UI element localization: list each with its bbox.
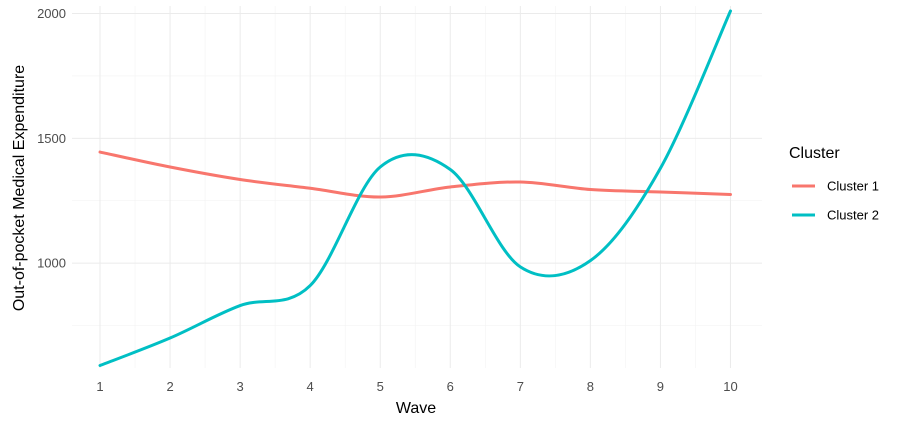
series-line-cluster-2 bbox=[98, 9, 732, 367]
x-axis-ticks: 1 2 3 4 5 6 7 8 9 10 bbox=[96, 379, 737, 394]
x-tick-label: 10 bbox=[723, 379, 737, 394]
x-tick-label: 9 bbox=[657, 379, 664, 394]
x-tick-label: 4 bbox=[307, 379, 314, 394]
y-tick-label: 2000 bbox=[37, 6, 66, 21]
x-axis-title: Wave bbox=[396, 400, 436, 417]
x-tick-label: 7 bbox=[517, 379, 524, 394]
y-tick-label: 1000 bbox=[37, 256, 66, 271]
x-tick-label: 3 bbox=[237, 379, 244, 394]
x-tick-label: 6 bbox=[447, 379, 454, 394]
grid-lines bbox=[72, 6, 762, 368]
y-tick-label: 1500 bbox=[37, 131, 66, 146]
x-tick-label: 1 bbox=[96, 379, 103, 394]
x-tick-label: 5 bbox=[377, 379, 384, 394]
series-layer bbox=[98, 9, 732, 367]
legend-title: Cluster bbox=[789, 145, 840, 162]
y-axis-title: Out-of-pocket Medical Expenditure bbox=[11, 65, 28, 311]
y-axis-ticks: 1000 1500 2000 bbox=[37, 6, 66, 271]
x-tick-label: 8 bbox=[587, 379, 594, 394]
x-tick-label: 2 bbox=[166, 379, 173, 394]
series-line-cluster-1 bbox=[98, 150, 732, 199]
legend-label-cluster-2: Cluster 2 bbox=[827, 208, 879, 223]
legend-label-cluster-1: Cluster 1 bbox=[827, 179, 879, 194]
legend: Cluster Cluster 1 Cluster 2 bbox=[789, 145, 879, 223]
